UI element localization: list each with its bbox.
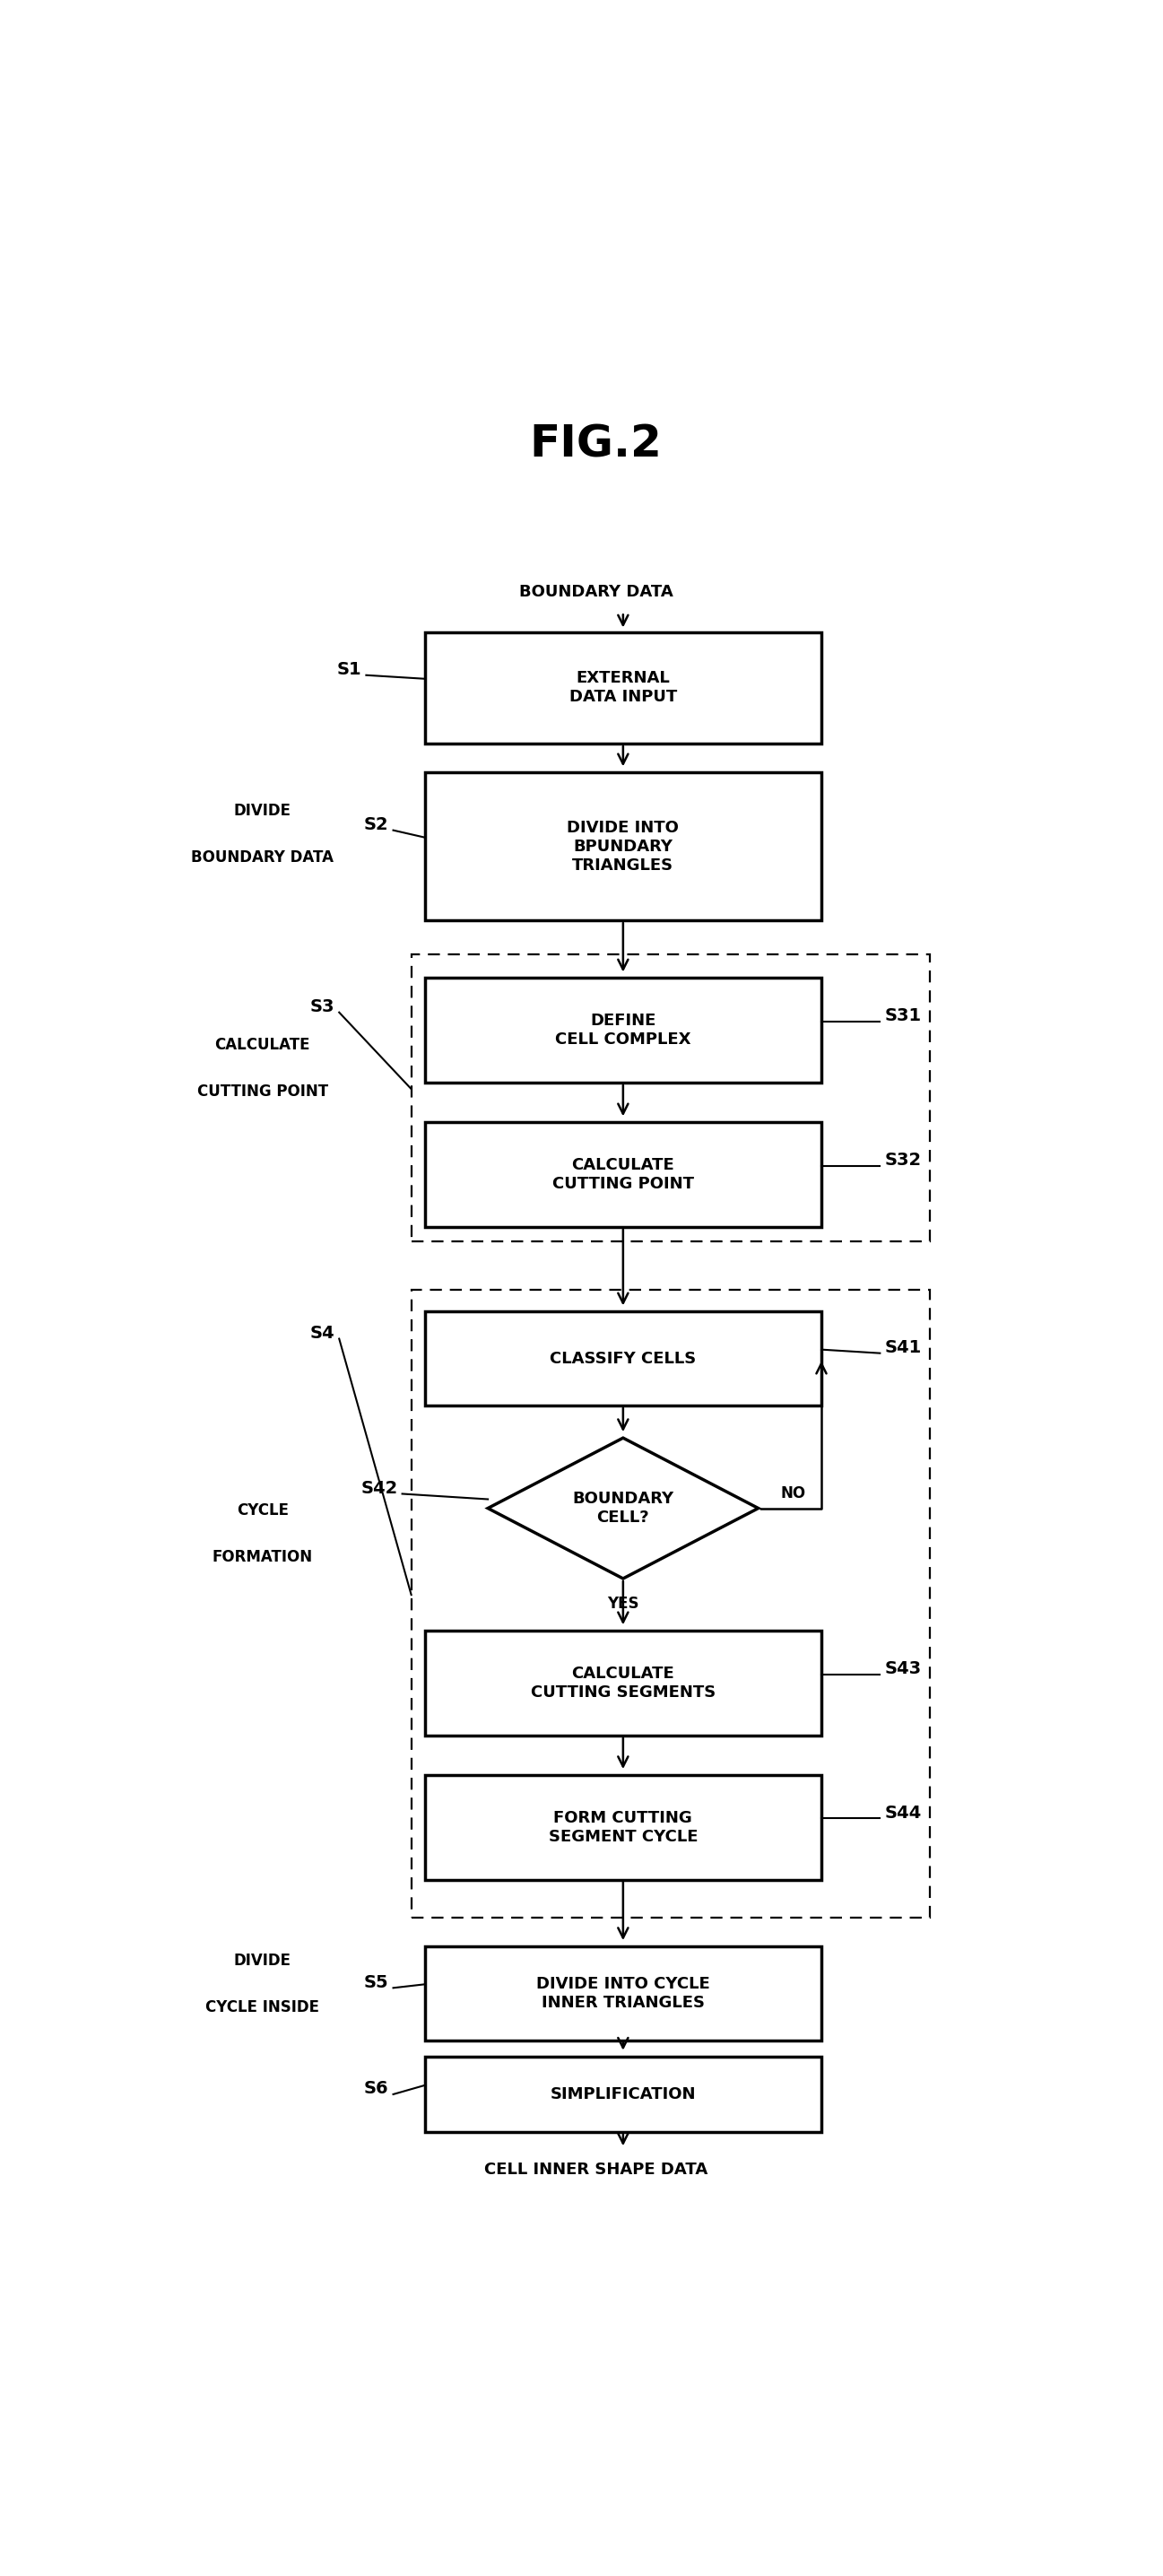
Text: S43: S43: [884, 1659, 921, 1677]
Text: CYCLE INSIDE: CYCLE INSIDE: [206, 1999, 320, 2017]
FancyBboxPatch shape: [424, 773, 821, 920]
Text: S4: S4: [309, 1324, 335, 1342]
Text: S42: S42: [361, 1479, 398, 1497]
Text: S31: S31: [884, 1007, 921, 1025]
Text: FORMATION: FORMATION: [213, 1548, 313, 1566]
Text: YES: YES: [607, 1595, 638, 1613]
FancyBboxPatch shape: [424, 1311, 821, 1406]
Text: CELL INNER SHAPE DATA: CELL INNER SHAPE DATA: [484, 2161, 708, 2179]
Polygon shape: [488, 1437, 758, 1579]
Text: S3: S3: [311, 999, 335, 1015]
FancyBboxPatch shape: [424, 2056, 821, 2133]
FancyBboxPatch shape: [424, 979, 821, 1082]
Text: BOUNDARY DATA: BOUNDARY DATA: [191, 850, 334, 866]
Text: NO: NO: [780, 1486, 806, 1502]
Text: EXTERNAL
DATA INPUT: EXTERNAL DATA INPUT: [569, 670, 677, 706]
FancyBboxPatch shape: [424, 631, 821, 744]
Text: S1: S1: [337, 662, 362, 677]
Text: CALCULATE
CUTTING SEGMENTS: CALCULATE CUTTING SEGMENTS: [530, 1667, 715, 1700]
Text: DIVIDE INTO
BPUNDARY
TRIANGLES: DIVIDE INTO BPUNDARY TRIANGLES: [568, 819, 679, 873]
Text: CYCLE: CYCLE: [236, 1502, 288, 1517]
FancyBboxPatch shape: [424, 1947, 821, 2040]
Text: CLASSIFY CELLS: CLASSIFY CELLS: [550, 1350, 697, 1368]
Text: S5: S5: [364, 1973, 388, 1991]
Text: S32: S32: [884, 1151, 921, 1170]
Text: S41: S41: [884, 1340, 921, 1358]
Text: SIMPLIFICATION: SIMPLIFICATION: [550, 2087, 695, 2102]
Text: FIG.2: FIG.2: [529, 422, 663, 466]
Text: CALCULATE: CALCULATE: [215, 1036, 311, 1054]
Text: DIVIDE INTO CYCLE
INNER TRIANGLES: DIVIDE INTO CYCLE INNER TRIANGLES: [536, 1976, 709, 2012]
Text: DIVIDE: DIVIDE: [234, 1953, 291, 1968]
Text: BOUNDARY
CELL?: BOUNDARY CELL?: [572, 1492, 673, 1525]
FancyBboxPatch shape: [424, 1123, 821, 1226]
Text: S2: S2: [364, 817, 388, 835]
Text: BOUNDARY DATA: BOUNDARY DATA: [519, 585, 673, 600]
FancyBboxPatch shape: [424, 1631, 821, 1736]
Text: S6: S6: [364, 2081, 388, 2097]
Text: FORM CUTTING
SEGMENT CYCLE: FORM CUTTING SEGMENT CYCLE: [549, 1811, 698, 1844]
Text: CUTTING POINT: CUTTING POINT: [197, 1084, 328, 1100]
Text: CALCULATE
CUTTING POINT: CALCULATE CUTTING POINT: [552, 1157, 694, 1193]
Text: DEFINE
CELL COMPLEX: DEFINE CELL COMPLEX: [555, 1012, 691, 1048]
Text: DIVIDE: DIVIDE: [234, 801, 291, 819]
FancyBboxPatch shape: [424, 1775, 821, 1880]
Text: S44: S44: [884, 1803, 921, 1821]
